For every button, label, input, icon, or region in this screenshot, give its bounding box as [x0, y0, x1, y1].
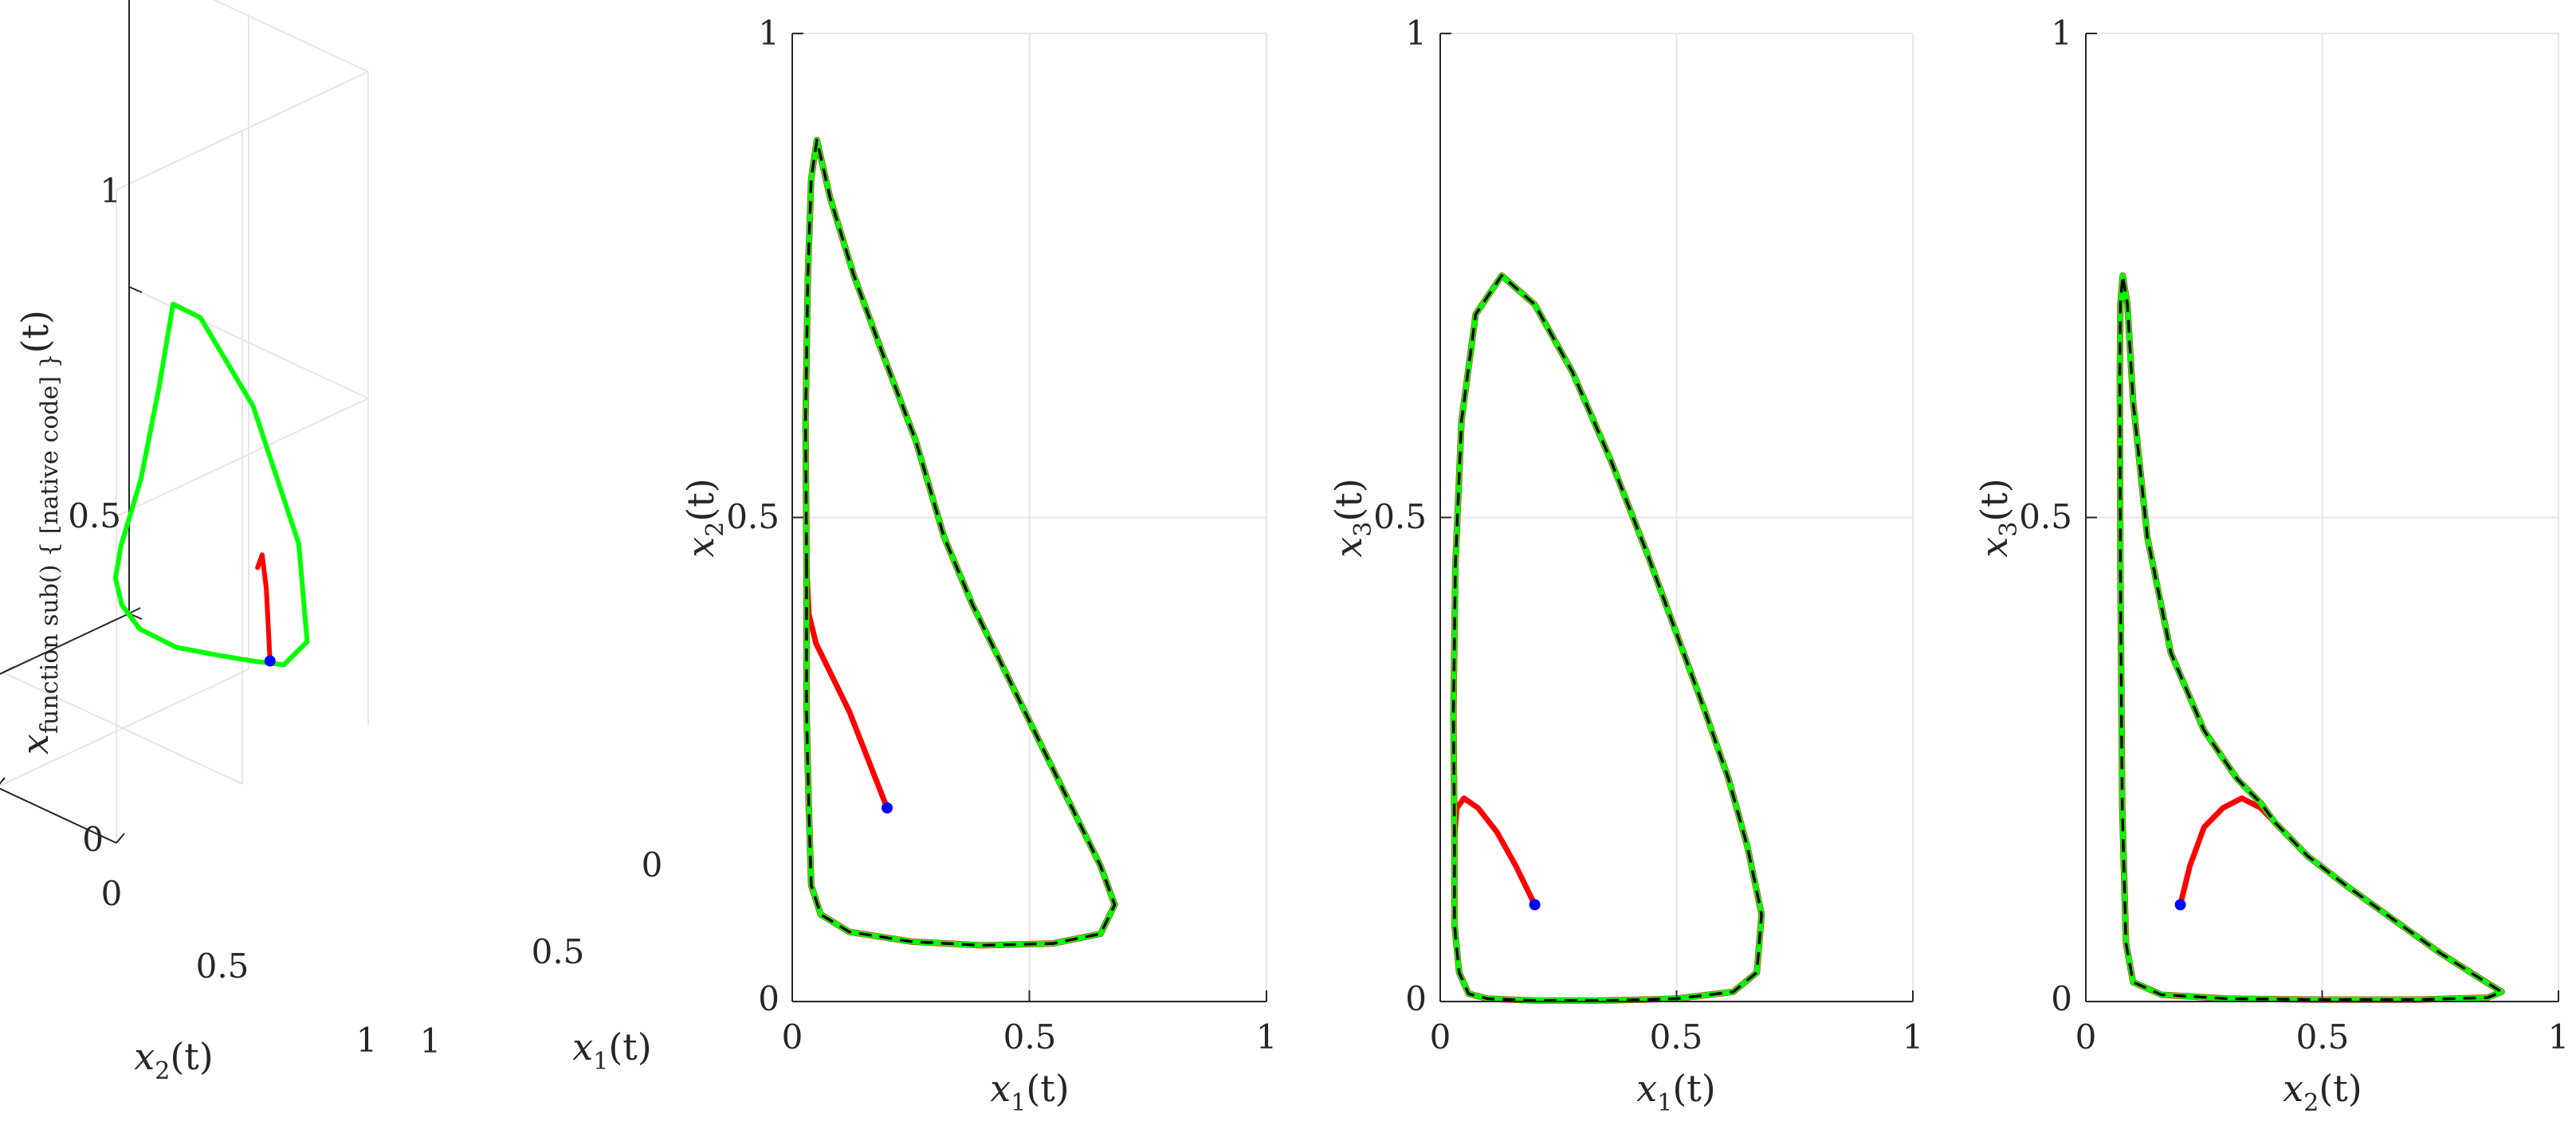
x-tick-label-0.5: 0.5 [532, 932, 585, 971]
x-axis-label: x2(t) [2283, 1067, 2362, 1117]
z-tick-label-0: 0 [82, 820, 104, 859]
initial-point-marker [264, 655, 276, 667]
axes-x1-x3 [1439, 33, 1914, 1002]
x-tick-mark [0, 777, 6, 785]
grid-x1-x2 [792, 33, 1267, 1002]
x-axis-label: x1(t) [1636, 1067, 1715, 1117]
y-axis-label: x3(t) [1973, 478, 2023, 557]
y-axis-label: x2(t) [679, 478, 729, 557]
x-tick-label-1: 1 [1903, 1017, 1924, 1056]
y-tick-mark [128, 607, 141, 614]
y-tick-mark [2, 666, 15, 673]
x-tick-label-0.5: 0.5 [1650, 1017, 1703, 1056]
reference-dashed-line [1451, 274, 1763, 1002]
series-group-x2-x3 [2116, 272, 2505, 1003]
x-tick-label-0: 0 [782, 1017, 803, 1056]
y-tick-label-0.5: 0.5 [726, 497, 779, 536]
y-tick-label-0: 0 [758, 979, 779, 1018]
y-tick-label-1: 1 [2051, 14, 2072, 53]
x-tick-label-0: 0 [2075, 1017, 2097, 1056]
y-axis-label: x3(t) [1327, 478, 1377, 557]
x-tick-mark [116, 833, 125, 844]
limit-cycle-line [112, 301, 310, 668]
y-axis-label: x2(t) [134, 1035, 213, 1085]
x-tick-label-0: 0 [1430, 1017, 1451, 1056]
wall-gridline [212, 0, 369, 73]
grid-x1-x3 [1440, 33, 1914, 1002]
panel-x1-x3: 0 0.5 1 0 0.5 1 x1(t) x3(t) [1327, 14, 1923, 1117]
y-tick-label-0.5: 0.5 [2019, 497, 2072, 536]
x-axis-label: x1(t) [572, 1025, 651, 1076]
tick-labels-3d: 0 0.5 1 0 0.5 1 0 0.5 1 [68, 171, 662, 1060]
wall-gridline [128, 286, 369, 399]
x-axis-label: x1(t) [990, 1067, 1069, 1117]
panel-x2-x3: 0 0.5 1 0 0.5 1 x2(t) x3(t) [1973, 14, 2569, 1117]
y-tick-label-0: 0 [2051, 979, 2072, 1018]
z-tick-label-1: 1 [100, 171, 121, 210]
x-tick-label-0.5: 0.5 [1003, 1017, 1057, 1056]
y-tick-label-0.5: 0.5 [1373, 497, 1427, 536]
y-tick-label-0.5: 0.5 [196, 947, 249, 986]
x-tick-label-1: 1 [1256, 1017, 1278, 1056]
y-tick-label-1: 1 [758, 14, 779, 53]
grid-x2-x3 [2086, 33, 2559, 1002]
y-tick-label-1: 1 [1405, 14, 1427, 53]
y-tick-label-0: 0 [1405, 979, 1427, 1018]
z-tick-label-0.5: 0.5 [68, 496, 121, 535]
series-group-x1-x3 [1450, 272, 1765, 1004]
initial-point-marker [2174, 899, 2186, 911]
reference-dashed-line [803, 138, 1117, 947]
x-tick-label-0: 0 [642, 845, 663, 884]
series-group-x1-x2 [802, 136, 1118, 949]
x-tick-label-0.5: 0.5 [2296, 1017, 2350, 1056]
panel-x1-x2: 0 0.5 1 0 0.5 1 x1(t) x2(t) [679, 14, 1277, 1117]
trajectory-line [255, 552, 273, 664]
axes-x2-x3 [2085, 33, 2559, 1002]
wall-gridline [116, 71, 369, 190]
reference-dashed-line [2118, 274, 2503, 1002]
x-tick-label-1: 1 [420, 1021, 442, 1060]
floor-gridline [0, 668, 249, 787]
initial-point-marker [1529, 899, 1541, 911]
y-tick-label-1: 1 [356, 1021, 378, 1060]
initial-point-marker [882, 802, 893, 813]
y-tick-label-0: 0 [101, 874, 123, 913]
axes-x1-x2 [791, 33, 1267, 1002]
x-tick-label-1: 1 [2548, 1017, 2570, 1056]
series-group-3d [112, 301, 310, 668]
z-tick-mark [128, 286, 143, 293]
x-axis-line [0, 787, 117, 844]
wall-gridline [116, 398, 369, 517]
